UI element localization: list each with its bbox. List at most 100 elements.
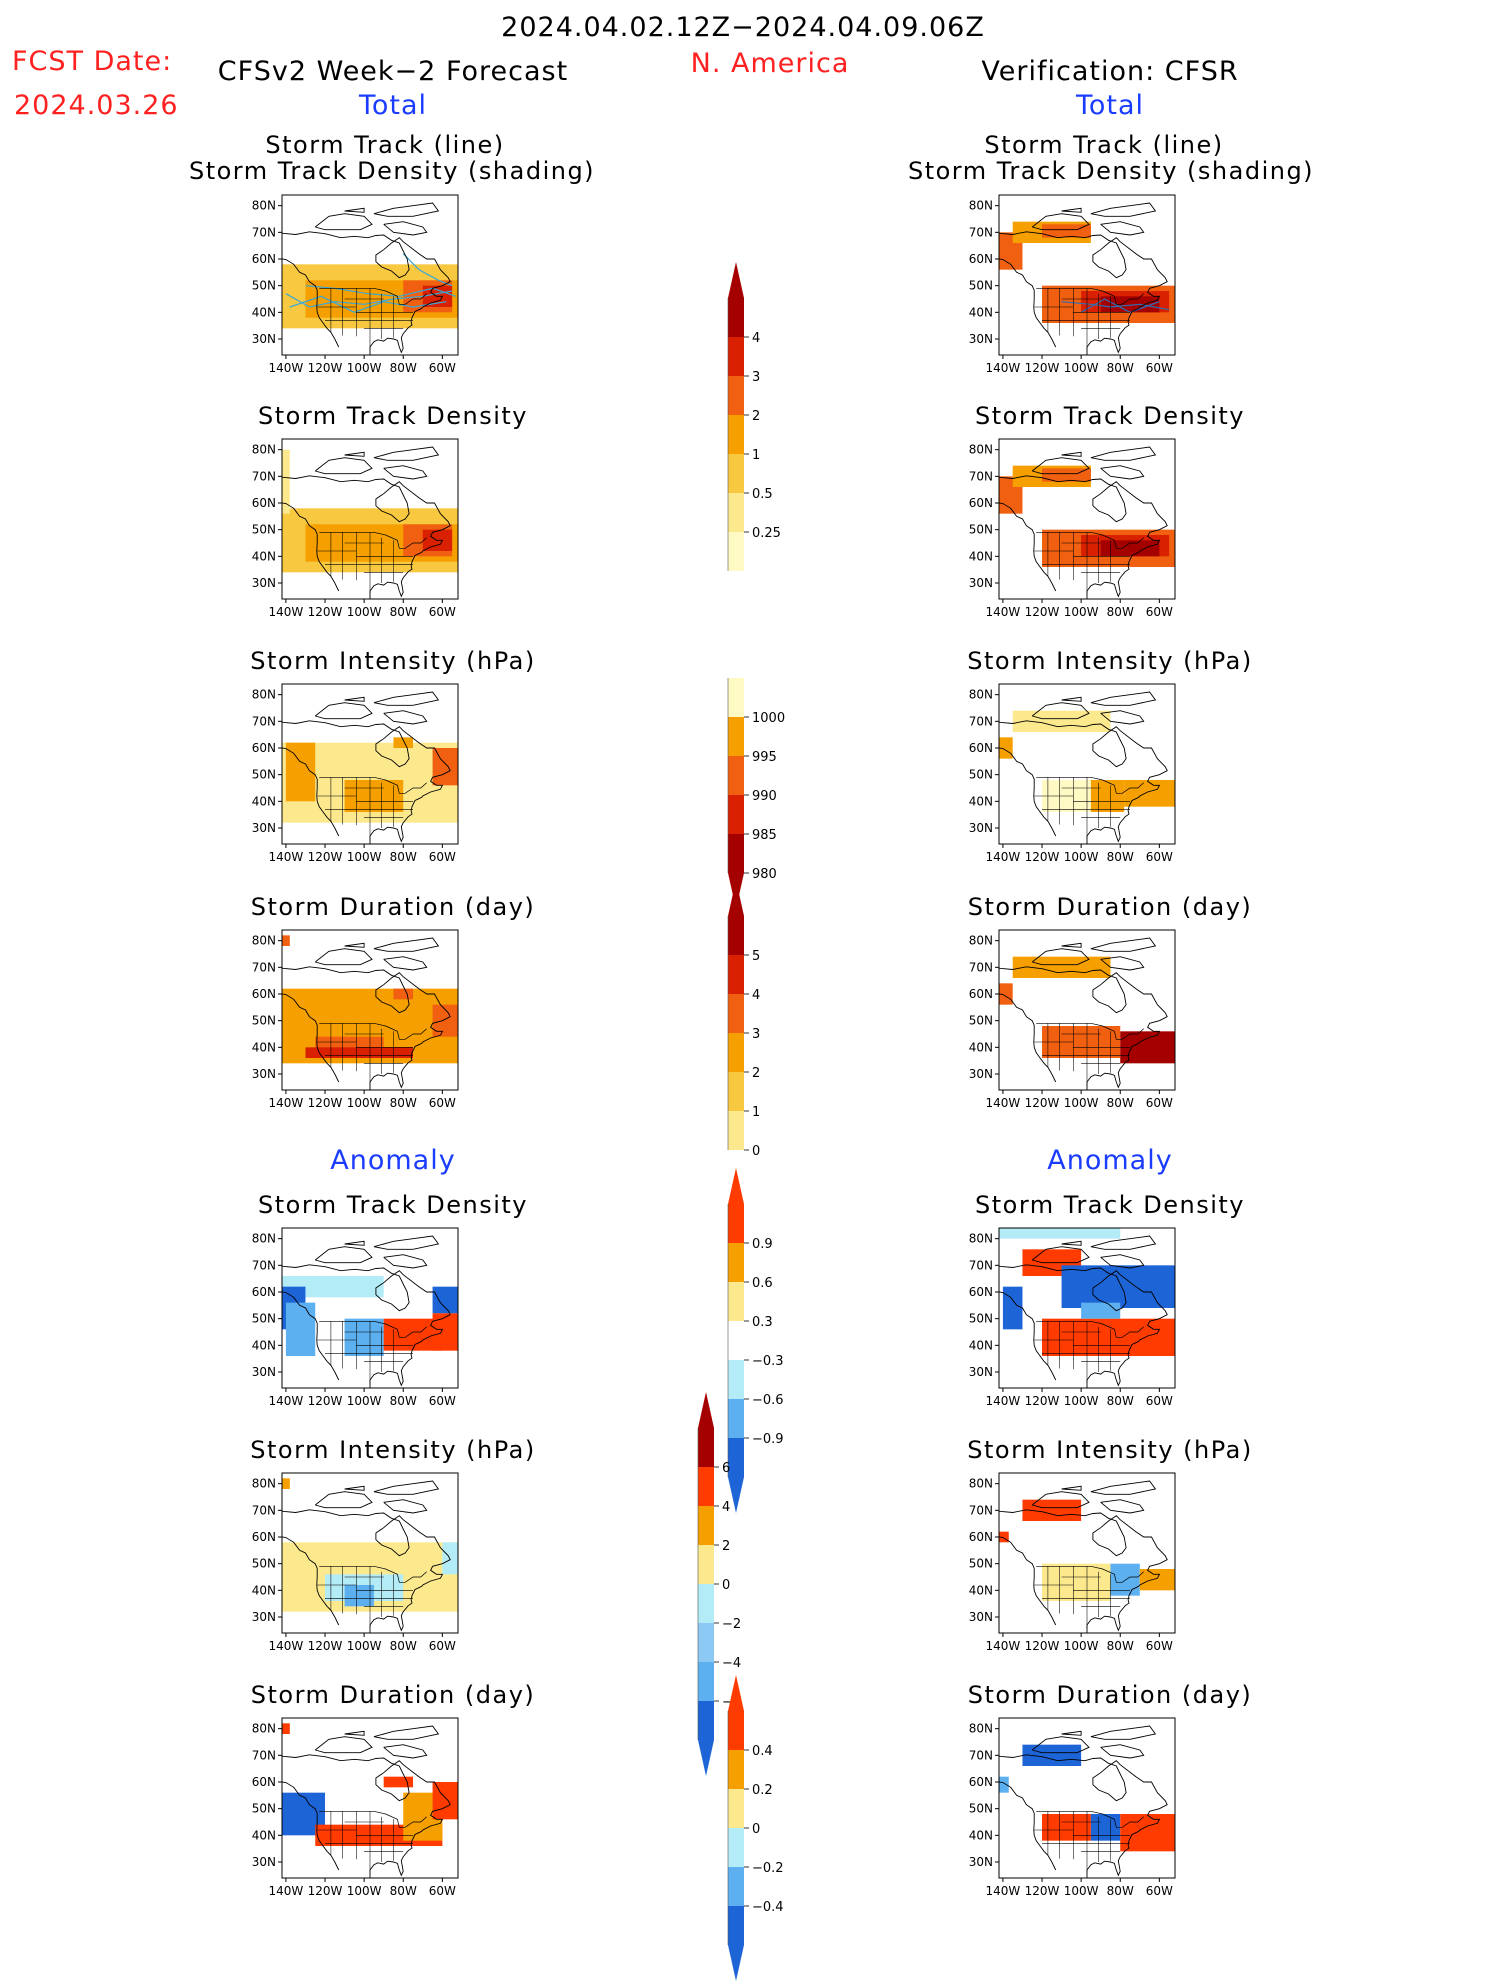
colorbar-swatch	[698, 1701, 714, 1740]
lat-tick-label: 30N	[252, 1610, 276, 1624]
lat-tick-label: 80N	[252, 1232, 276, 1246]
lat-tick-label: 80N	[252, 443, 276, 457]
colorbar-swatch	[728, 415, 744, 454]
fc-duration-title: Storm Duration (day)	[250, 893, 536, 921]
map-frame	[998, 1717, 1176, 1879]
coastline	[282, 446, 451, 599]
colorbar-label: 2	[722, 1539, 730, 1554]
lat-tick-label: 60N	[252, 741, 276, 755]
lon-tick-label: 80W	[390, 1096, 417, 1110]
lon-tick-label: 120W	[1025, 1639, 1060, 1653]
fcst-date-label: FCST Date:	[12, 46, 173, 77]
shading-cell	[1042, 1318, 1175, 1356]
colorbar-svg: 0.4 0.2 0 −0.2 −0.4	[727, 1675, 784, 1981]
map-forecast-duration-anomaly: 80N 70N 60N 50N 40N 30N 140W 120W 100W 80W 60W	[240, 1717, 459, 1908]
colorbar-label: 4	[722, 1500, 730, 1515]
shading-cell	[344, 1585, 374, 1607]
shading-cell	[344, 1318, 384, 1356]
colorbar-label: 1	[752, 1105, 760, 1120]
lat-tick-label: 80N	[969, 199, 993, 213]
lon-tick-label: 80W	[1107, 850, 1134, 864]
map-verification-intensity-anomaly: 80N 70N 60N 50N 40N 30N 140W 120W 100W 80W 60W	[957, 1472, 1176, 1663]
lon-tick-label: 140W	[269, 1639, 304, 1653]
colorbar-swatch	[728, 493, 744, 532]
map-frame	[281, 438, 459, 600]
colorbar-label: 3	[752, 370, 760, 385]
lat-tick-label: 50N	[969, 1802, 993, 1816]
colorbar-swatch	[728, 298, 744, 337]
lat-tick-label: 70N	[969, 714, 993, 728]
lon-tick-label: 80W	[390, 1394, 417, 1408]
lon-tick-label: 100W	[1064, 1096, 1099, 1110]
map-forecast-storm-track: 80N 70N 60N 50N 40N 30N 140W 120W 100W 80W 60W	[240, 194, 459, 385]
colorbar-swatch	[728, 1438, 744, 1477]
lon-tick-label: 80W	[1107, 605, 1134, 619]
map-frame	[281, 1227, 459, 1389]
shading-cell	[393, 988, 414, 1000]
colorbar-swatch	[698, 1467, 714, 1506]
lat-tick-label: 70N	[252, 714, 276, 728]
lat-tick-label: 40N	[252, 1583, 276, 1597]
lon-tick-label: 60W	[1146, 1096, 1173, 1110]
colorbar-swatch	[698, 1623, 714, 1662]
date-range-title: 2024.04.02.12Z−2024.04.09.06Z	[501, 12, 985, 43]
shading-cell	[1090, 780, 1125, 812]
lon-tick-label: 100W	[347, 1096, 382, 1110]
shading-cell	[1124, 780, 1175, 807]
shading-cell	[282, 935, 290, 946]
shading-cell	[285, 1302, 316, 1356]
colorbar-label: 4	[752, 988, 760, 1003]
map-forecast-intensity-anomaly: 80N 70N 60N 50N 40N 30N 140W 120W 100W 80W 60W	[240, 1472, 459, 1663]
coastline	[999, 1480, 1168, 1633]
lon-tick-label: 60W	[429, 605, 456, 619]
colorbar-swatch	[728, 1204, 744, 1243]
lon-tick-label: 100W	[347, 850, 382, 864]
shading-cell	[999, 1776, 1009, 1793]
shading-cell	[285, 742, 316, 802]
colorbar-label: 1	[752, 448, 760, 463]
colorbar-intensity-total: 1000 995 990 985 980	[720, 678, 840, 913]
colorbar-swatch	[728, 916, 744, 955]
lat-tick-label: 70N	[969, 1748, 993, 1762]
colorbar-label: 5	[752, 949, 760, 964]
lat-tick-label: 60N	[969, 987, 993, 1001]
colorbar-label: 985	[752, 828, 777, 843]
storm-track-line	[1080, 298, 1160, 313]
colorbar-swatch	[728, 337, 744, 376]
lon-tick-label: 60W	[429, 1096, 456, 1110]
colorbar-swatch	[728, 1828, 744, 1867]
shading-cell	[1022, 1744, 1082, 1766]
lon-tick-label: 140W	[269, 605, 304, 619]
colorbar-label: 0.6	[752, 1276, 773, 1291]
colorbar-label: 0.4	[752, 1744, 773, 1759]
colorbar-label: 990	[752, 789, 777, 804]
shading-cell	[1081, 1302, 1121, 1319]
verification-anomaly-label: Anomaly	[1047, 1145, 1173, 1176]
map-frame	[281, 683, 459, 845]
lon-tick-label: 100W	[347, 1884, 382, 1898]
colorbar-swatch	[728, 1111, 744, 1150]
lat-tick-label: 30N	[969, 576, 993, 590]
colorbar-svg: 0.9 0.6 0.3 −0.3 −0.6 −0.9	[727, 1168, 784, 1513]
lat-tick-label: 70N	[969, 469, 993, 483]
colorbar-swatch	[698, 1506, 714, 1545]
map-verification-storm-track: 80N 70N 60N 50N 40N 30N 140W 120W 100W 80W 60W	[957, 194, 1176, 385]
lat-tick-label: 50N	[969, 523, 993, 537]
map-frame	[998, 438, 1176, 600]
map-verification-density-anomaly: 80N 70N 60N 50N 40N 30N 140W 120W 100W 80W 60W	[957, 1227, 1176, 1418]
map-frame	[998, 194, 1176, 356]
fc-track-title-line: Storm Track (line)	[265, 131, 505, 159]
coastline	[999, 202, 1168, 355]
colorbar-label: −0.2	[752, 1861, 784, 1876]
lon-tick-label: 140W	[269, 361, 304, 375]
map-svg: 80N 70N 60N 50N 40N 30N 140W 120W 100W 80W 60W	[969, 194, 1176, 375]
lat-tick-label: 70N	[969, 960, 993, 974]
map-frame	[281, 929, 459, 1091]
lat-tick-label: 50N	[969, 1557, 993, 1571]
lon-tick-label: 80W	[1107, 1394, 1134, 1408]
fc-anom-duration-title: Storm Duration (day)	[250, 1681, 536, 1709]
lat-tick-label: 50N	[969, 279, 993, 293]
lon-tick-label: 120W	[308, 361, 343, 375]
lon-tick-label: 100W	[1064, 1639, 1099, 1653]
lat-tick-label: 40N	[969, 1338, 993, 1352]
